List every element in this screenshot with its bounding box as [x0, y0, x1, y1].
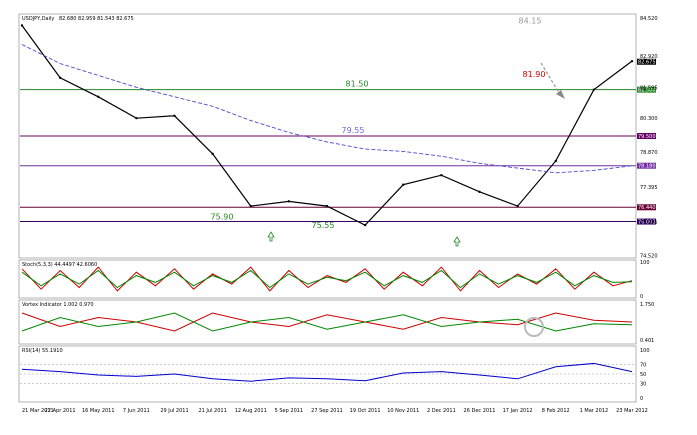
price-tick-label: 84.520 [640, 16, 658, 22]
close-point [363, 223, 367, 227]
level-tag [637, 162, 656, 169]
rsi-header: RSI(14) 55.1910 [22, 348, 63, 354]
close-point [249, 204, 252, 208]
indicator-tick-label: 0 [640, 294, 643, 300]
indicator-tick-label: 70 [640, 362, 646, 368]
close-point [58, 76, 62, 79]
date-tick-label: 5 Sep 2011 [275, 408, 304, 414]
price-tick-label: 74.520 [640, 254, 658, 260]
vortex-header: Vortex Indicator 1.002 0.970 [22, 302, 94, 308]
price-series [20, 24, 634, 227]
price-annotation: 81.90 [523, 70, 546, 79]
date-tick-label: 29 Jul 2011 [160, 408, 188, 414]
indicator-tick-label: 100 [640, 260, 650, 266]
current-price-tag [637, 58, 656, 65]
close-point [440, 174, 443, 177]
forecast-arrow [540, 62, 562, 97]
price-tick-label: 75.925 [640, 220, 658, 226]
price-axis: 84.520 82.920 81.595 80.300 78.870 77.395 75.9… [640, 16, 658, 260]
indicator-tick-label: 0.401 [640, 338, 654, 344]
close-point [592, 88, 596, 91]
date-tick-label: 21 Jul 2011 [198, 408, 226, 414]
level-tag [637, 218, 656, 225]
current-price-label: 82.675 [638, 60, 656, 66]
close-point [402, 183, 405, 186]
date-tick-label: 26 Dec 2011 [464, 408, 496, 414]
vortex-highlight-circle [524, 317, 544, 337]
close-point [211, 152, 214, 156]
close-point [287, 200, 291, 203]
price-annotation: 79.55 [342, 126, 365, 135]
date-tick-label: 7 Jun 2011 [123, 408, 150, 414]
up-arrow-icon [453, 236, 461, 247]
indicator-line [21, 269, 633, 289]
vortex-panel [18, 299, 637, 345]
price-annotation: 75.55 [312, 221, 335, 230]
level-tag-label: 78.180 [638, 164, 656, 170]
price-annotation: 84.15 [519, 17, 542, 26]
price-tick-label: 80.300 [640, 116, 658, 122]
level-tag-label: 79.500 [638, 134, 656, 140]
stoch-panel [18, 259, 637, 299]
close-point [630, 59, 634, 63]
indicator-line [21, 362, 633, 382]
close-point [516, 204, 519, 208]
close-point [478, 190, 481, 194]
date-tick-label: 21 Mar 2011 [22, 408, 54, 414]
level-tag-label: 76.440 [638, 205, 656, 211]
date-tick-label: 22 Apr 2011 [45, 408, 76, 414]
indicator-tick-label: 1.750 [640, 302, 654, 308]
close-point [135, 116, 138, 120]
indicator-tick-label: 0 [640, 396, 643, 402]
price-tick-label: 82.920 [640, 54, 658, 60]
chart-header: USDJPY,Daily 82.680 82.959 81.543 82.675 [22, 16, 134, 22]
indicator-line [21, 312, 633, 332]
up-arrow-icon [267, 231, 275, 242]
date-tick-label: 23 Mar 2012 [616, 408, 648, 414]
level-tag [637, 204, 656, 211]
support-resistance-levels: 81.500 79.500 78.180 76.440 76.003 82.675 [20, 58, 656, 225]
close-price-line [21, 25, 633, 226]
close-point [20, 24, 24, 27]
moving-average-line [21, 44, 633, 174]
price-tick-label: 81.595 [640, 85, 658, 91]
price-tick-label: 77.395 [640, 185, 658, 191]
level-tag-label: 76.003 [638, 219, 656, 225]
rsi-panel [18, 345, 637, 403]
annotations: 84.15 81.90 81.50 79.55 75.90 75.55 [211, 17, 546, 230]
stoch-header: Stoch(5,3,3) 44.4497 42.6060 [22, 262, 97, 268]
date-tick-label: 12 Aug 2011 [235, 408, 267, 414]
indicator-line [21, 312, 633, 332]
date-tick-label: 8 Feb 2012 [542, 408, 570, 414]
close-point [554, 159, 557, 163]
level-tag-label: 81.500 [638, 87, 656, 93]
close-point [173, 114, 176, 118]
date-tick-label: 27 Sep 2011 [311, 408, 343, 414]
price-annotation: 81.50 [346, 80, 369, 89]
indicator-tick-label: 50 [640, 372, 646, 378]
forecast-arrowhead [556, 90, 565, 99]
level-tag [637, 86, 656, 93]
date-tick-label: 19 Oct 2011 [350, 408, 381, 414]
date-tick-label: 1 Mar 2012 [580, 408, 609, 414]
close-point [97, 95, 100, 98]
indicator-line [21, 266, 633, 292]
indicator-series: 100 0 1.750 0.401 100 70 50 30 0 [20, 260, 654, 402]
indicator-tick-label: 30 [640, 382, 646, 388]
date-tick-label: 17 Jan 2012 [503, 408, 533, 414]
date-tick-label: 16 May 2011 [82, 408, 115, 414]
price-tick-label: 78.870 [640, 150, 658, 156]
close-point [325, 204, 329, 208]
indicator-tick-label: 100 [640, 348, 650, 354]
level-tag [637, 133, 656, 139]
date-tick-label: 10 Nov 2011 [387, 408, 419, 414]
date-tick-label: 2 Dec 2011 [427, 408, 456, 414]
price-annotation: 75.90 [211, 213, 234, 222]
